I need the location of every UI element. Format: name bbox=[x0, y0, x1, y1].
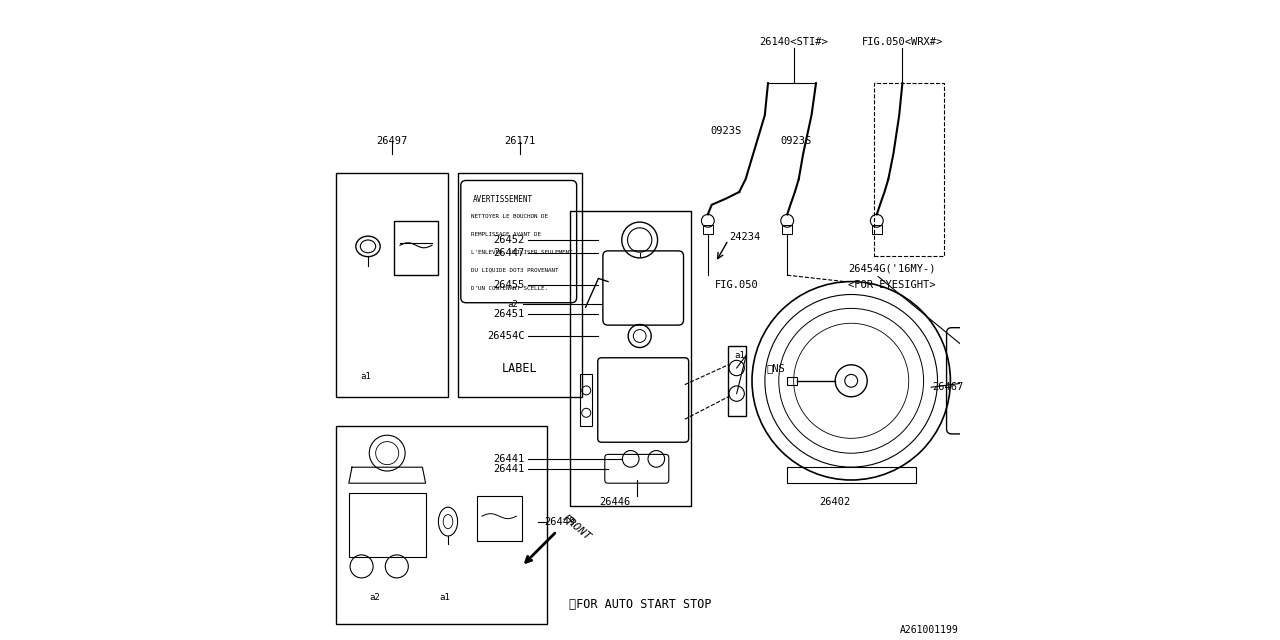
Text: a1: a1 bbox=[735, 351, 745, 360]
Bar bbox=[394, 221, 438, 275]
Text: 26449: 26449 bbox=[544, 516, 575, 527]
Text: FIG.050: FIG.050 bbox=[714, 280, 759, 290]
Text: A261001199: A261001199 bbox=[900, 625, 959, 636]
Text: LABEL: LABEL bbox=[502, 362, 538, 374]
Text: 26441: 26441 bbox=[494, 464, 525, 474]
Text: AVERTISSEMENT: AVERTISSEMENT bbox=[472, 195, 532, 204]
Text: 26446: 26446 bbox=[599, 497, 630, 508]
Text: a2: a2 bbox=[508, 300, 518, 308]
Bar bbox=[787, 467, 915, 483]
Text: 26452: 26452 bbox=[494, 235, 525, 245]
Text: 26171: 26171 bbox=[504, 136, 535, 146]
Text: 24234: 24234 bbox=[730, 232, 760, 242]
Bar bbox=[872, 225, 882, 234]
Text: L'ENLEVER. UTILISER SEULEMENT: L'ENLEVER. UTILISER SEULEMENT bbox=[471, 250, 572, 255]
Text: a1: a1 bbox=[361, 372, 371, 381]
Text: 26441: 26441 bbox=[494, 454, 525, 464]
Text: <FOR EYESIGHT>: <FOR EYESIGHT> bbox=[849, 280, 936, 290]
Text: 26451: 26451 bbox=[494, 308, 525, 319]
Text: 26454G('16MY-): 26454G('16MY-) bbox=[849, 264, 936, 274]
Text: 26455: 26455 bbox=[494, 280, 525, 290]
Bar bbox=[335, 426, 548, 624]
Bar bbox=[477, 496, 522, 541]
Text: 26497: 26497 bbox=[376, 136, 407, 146]
Text: DU LIQUIDE DOT3 PROVENANT: DU LIQUIDE DOT3 PROVENANT bbox=[471, 268, 558, 273]
Bar bbox=[335, 173, 448, 397]
Bar bbox=[703, 225, 713, 234]
Text: D'UN CONTENANT SCELLE.: D'UN CONTENANT SCELLE. bbox=[471, 285, 548, 291]
Polygon shape bbox=[348, 467, 425, 483]
Text: 26140<STI#>: 26140<STI#> bbox=[759, 36, 828, 47]
Text: REMPLISSAGE AVANT DE: REMPLISSAGE AVANT DE bbox=[471, 232, 541, 237]
Text: 26447: 26447 bbox=[494, 248, 525, 258]
Bar bbox=[874, 83, 945, 256]
Text: FRONT: FRONT bbox=[561, 513, 593, 543]
Text: 26467: 26467 bbox=[932, 382, 963, 392]
Bar bbox=[348, 493, 425, 557]
Text: 0923S: 0923S bbox=[781, 136, 812, 146]
Bar bbox=[581, 374, 591, 426]
Text: a2: a2 bbox=[369, 593, 380, 602]
Text: 0923S: 0923S bbox=[710, 126, 741, 136]
Text: ※FOR AUTO START STOP: ※FOR AUTO START STOP bbox=[568, 598, 712, 611]
Text: NETTOYER LE BOUCHON DE: NETTOYER LE BOUCHON DE bbox=[471, 214, 548, 219]
Text: 26454C: 26454C bbox=[488, 331, 525, 341]
Text: 26402: 26402 bbox=[819, 497, 851, 508]
Text: a1: a1 bbox=[439, 593, 451, 602]
Text: FIG.050<WRX#>: FIG.050<WRX#> bbox=[861, 36, 943, 47]
Text: ※NS: ※NS bbox=[767, 363, 786, 373]
Bar bbox=[728, 346, 745, 416]
Bar bbox=[458, 173, 582, 397]
Bar bbox=[787, 377, 796, 385]
Bar bbox=[782, 225, 792, 234]
Bar bbox=[570, 211, 691, 506]
